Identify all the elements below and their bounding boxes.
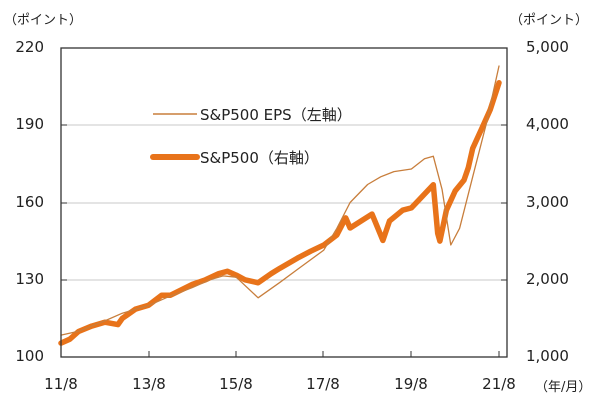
right-tick-1000: 1,000 — [526, 347, 569, 365]
left-tick-190: 190 — [15, 115, 44, 133]
x-tick-11-8: 11/8 — [44, 375, 78, 393]
legend — [150, 113, 200, 160]
right-tick-4000: 4,000 — [526, 115, 569, 133]
legend-sp500-label: S&P500（右軸） — [200, 149, 319, 167]
x-tick-15-8: 15/8 — [219, 375, 253, 393]
x-tick-17-8: 17/8 — [306, 375, 340, 393]
plot-frame — [60, 47, 508, 358]
x-tick-19-8: 19/8 — [394, 375, 428, 393]
legend-eps-label: S&P500 EPS（左軸） — [200, 106, 352, 124]
left-tick-100: 100 — [15, 347, 44, 365]
left-axis-unit-label: （ポイント） — [4, 13, 83, 28]
eps-line — [60, 65, 500, 336]
right-axis-unit-label: （ポイント） — [510, 13, 589, 28]
x-tick-13-8: 13/8 — [132, 375, 166, 393]
right-tick-5000: 5,000 — [526, 38, 569, 56]
left-tick-160: 160 — [15, 193, 44, 211]
right-tick-3000: 3,000 — [526, 193, 569, 211]
right-tick-2000: 2,000 — [526, 270, 569, 288]
series-lines — [58, 65, 502, 346]
x-tick-21-8: 21/8 — [482, 375, 516, 393]
left-tick-130: 130 — [15, 270, 44, 288]
x-axis-unit-label: （年/月） — [535, 380, 592, 395]
left-tick-220: 220 — [15, 38, 44, 56]
